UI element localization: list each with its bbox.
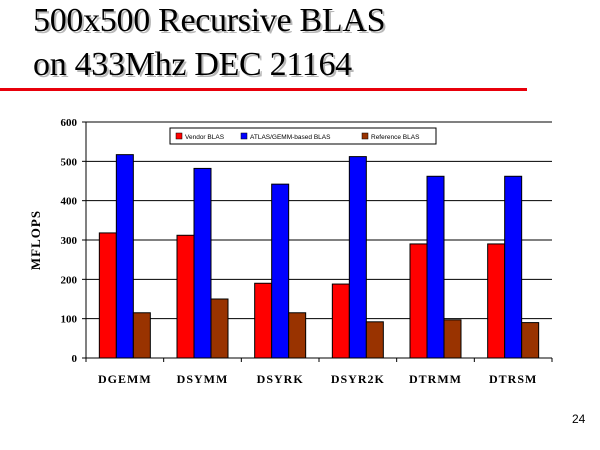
gridlines [86,121,552,320]
y-tick-label: 100 [61,314,78,326]
y-axis-label: MFLOPS [28,210,43,270]
bar [271,183,290,359]
bar [504,175,523,359]
y-tick-label: 0 [72,353,78,365]
bar [365,321,384,359]
bar [193,167,212,359]
bar [409,243,428,359]
legend-label: ATLAS/GEMM-based BLAS [250,134,331,141]
bar [521,322,540,359]
x-tick-label: DSYR2K [331,372,385,386]
x-tick-label: DGEMM [98,372,152,386]
legend-swatch [175,132,183,140]
x-tick-label: DSYMM [177,372,229,386]
legend-label: Reference BLAS [371,134,420,141]
bar [98,232,117,359]
bar [348,156,367,359]
y-tick-label: 600 [61,117,78,129]
bar [443,319,462,359]
bar [210,298,229,359]
title-underline-rule [0,88,527,91]
bar [176,234,195,359]
legend-swatch [361,132,369,140]
slide-title-line-1: 500x500 Recursive BLAS [33,2,386,39]
legend-box [169,127,437,145]
bar [132,312,151,359]
x-tick-label: DSYRK [257,372,304,386]
bar [115,154,134,359]
x-tick-label: DTRSM [489,372,537,386]
legend: Vendor BLAS ATLAS/GEMM-based BLAS Referenc… [169,127,437,145]
slide-title-line-2: on 433Mhz DEC 21164 [33,46,352,83]
y-tick-label: 200 [61,274,78,286]
legend-label: Vendor BLAS [185,134,225,141]
legend-swatch [240,132,248,140]
bar [426,175,445,359]
bars [98,154,540,359]
y-tick-label: 500 [61,156,78,168]
y-tick-label: 400 [61,196,78,208]
axes: 0 100 200 300 400 500 600 DGEMM DSYMM DSYRK DSYR2K… [61,117,553,386]
x-tick-label: DTRMM [409,372,462,386]
bar [331,283,350,359]
bar [288,312,307,359]
bar [487,243,506,359]
page-number: 24 [572,412,586,426]
y-tick-label: 300 [61,235,78,247]
bar [254,282,273,359]
